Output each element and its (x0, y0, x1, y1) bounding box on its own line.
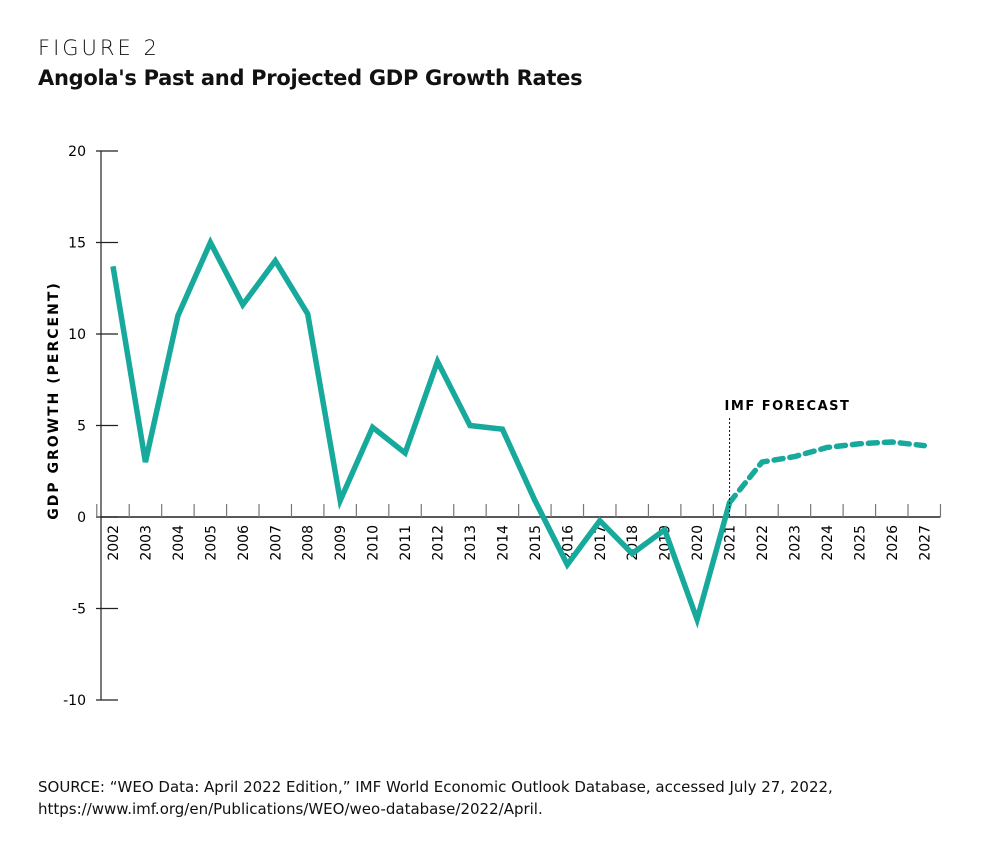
y-tick-label: 5 (77, 419, 86, 435)
y-tick-label: 15 (68, 236, 86, 252)
forecast-annotation: IMF FORECAST (725, 399, 851, 414)
x-tick-label: 2005 (203, 525, 219, 561)
x-tick-label: 2007 (268, 525, 284, 561)
y-tick-label: 10 (68, 327, 86, 343)
x-tick-label: 2012 (431, 525, 447, 561)
x-tick-label: 2004 (171, 525, 187, 561)
x-tick-label: 2022 (755, 525, 771, 561)
x-tick-label: 2024 (820, 525, 836, 561)
y-tick-label: 0 (77, 510, 86, 526)
x-tick-label: 2016 (560, 525, 576, 561)
x-tick-label: 2003 (138, 525, 154, 561)
x-tick-label: 2020 (690, 525, 706, 561)
x-tick-label: 2014 (495, 525, 511, 561)
x-tick-label: 2017 (593, 525, 609, 561)
source-line: https://www.imf.org/en/Publications/WEO/… (38, 800, 543, 818)
x-tick-label: 2002 (106, 525, 122, 561)
source-note: SOURCE: “WEO Data: April 2022 Edition,” … (38, 776, 938, 820)
x-tick-label: 2025 (852, 525, 868, 561)
x-tick-label: 2026 (885, 525, 901, 561)
x-tick-label: 2021 (723, 525, 739, 561)
y-tick-label: -5 (72, 602, 86, 618)
x-tick-label: 2023 (787, 525, 803, 561)
chart-title: Angola's Past and Projected GDP Growth R… (38, 66, 583, 90)
x-tick-label: 2009 (333, 525, 349, 561)
source-line: SOURCE: “WEO Data: April 2022 Edition,” … (38, 778, 833, 796)
y-tick-label: -10 (63, 693, 86, 709)
x-tick-label: 2008 (301, 525, 317, 561)
y-axis-label: GDP GROWTH (PERCENT) (46, 281, 62, 520)
x-tick-label: 2027 (917, 525, 933, 561)
y-tick-label: 20 (68, 144, 86, 160)
figure-label: FIGURE 2 (38, 36, 160, 60)
x-tick-label: 2013 (463, 525, 479, 561)
series-line-forecast (726, 439, 928, 506)
series-line-actual (110, 236, 733, 629)
x-tick-label: 2015 (528, 525, 544, 561)
x-tick-label: 2010 (366, 525, 382, 561)
x-tick-label: 2006 (236, 525, 252, 561)
x-tick-label: 2011 (398, 525, 414, 561)
